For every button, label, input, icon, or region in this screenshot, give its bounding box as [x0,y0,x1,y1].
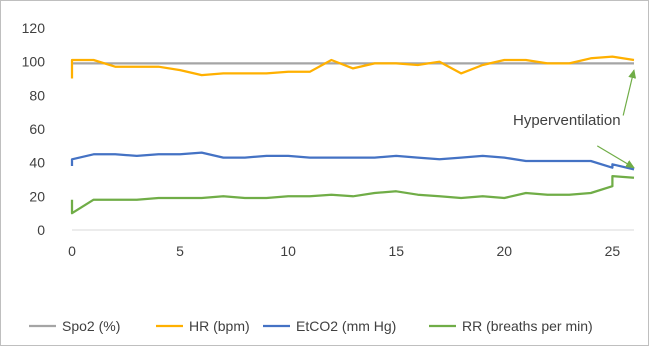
x-tick-label: 15 [388,243,404,259]
legend-label-etco2-mm-hg: EtCO2 (mm Hg) [296,318,396,334]
x-tick-label: 10 [280,243,296,259]
y-tick-label: 60 [29,121,45,137]
series-line-rr-breaths-per-min [70,174,635,215]
y-tick-label: 80 [29,87,45,103]
annotation-arrow [622,69,637,116]
x-tick-label: 0 [68,243,76,259]
annotation-label: Hyperventilation [513,112,621,129]
series-line-hr-bpm [70,55,635,79]
y-tick-label: 0 [37,222,45,238]
legend-label-rr-breaths-per-min: RR (breaths per min) [462,318,593,334]
annotation-arrow [596,145,635,169]
legend-label-hr-bpm: HR (bpm) [189,318,250,334]
y-tick-label: 40 [29,155,45,171]
x-tick-label: 20 [497,243,513,259]
legend-label-spo2: Spo2 (%) [62,318,120,334]
series-line-etco2-mm-hg [70,151,635,171]
x-tick-label: 25 [605,243,621,259]
y-tick-label: 120 [22,20,46,36]
y-tick-label: 20 [29,188,45,204]
x-tick-label: 5 [176,243,184,259]
y-tick-label: 100 [22,54,46,70]
